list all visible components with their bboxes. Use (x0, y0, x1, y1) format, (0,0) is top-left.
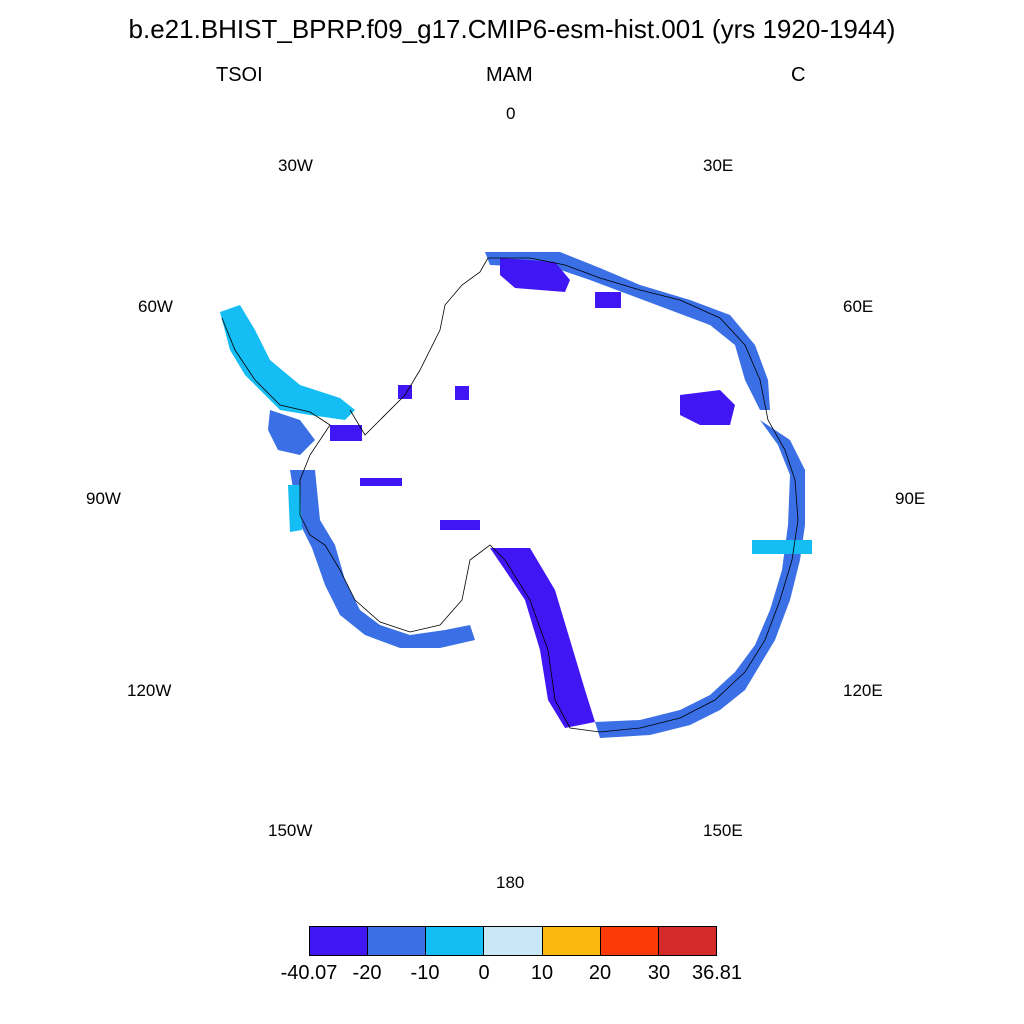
interior-cell (360, 478, 402, 486)
wilkes-coast-cells (595, 420, 805, 738)
ross-cells (490, 548, 595, 728)
variable-label: TSOI (216, 64, 263, 86)
interior-cell (455, 386, 469, 400)
colorbar-tick: -10 (410, 962, 440, 984)
peninsula-base-cells (268, 410, 315, 455)
lon-label-60w: 60W (138, 297, 173, 316)
colorbar-tick: 36.81 (691, 962, 743, 984)
lon-label-180: 180 (496, 873, 525, 892)
colorbar-tick: 10 (530, 962, 554, 984)
west-light-cells (288, 485, 302, 532)
colorbar-segment (426, 927, 485, 955)
lon-label-30e: 30E (703, 156, 734, 175)
colorbar-segment (368, 927, 427, 955)
coast-light-cell (752, 540, 812, 554)
lon-label-150w: 150W (268, 821, 313, 840)
lon-label-150e: 150E (703, 821, 743, 840)
colorbar (309, 926, 717, 956)
colorbar-segment (542, 927, 601, 955)
colorbar-segment (658, 927, 716, 955)
west-coast-cells (290, 470, 475, 648)
dronning-maud-cells (500, 258, 570, 292)
coastline (221, 257, 799, 733)
lon-label-90e: 90E (895, 489, 926, 508)
colorbar-tick: 30 (647, 962, 671, 984)
lon-label-0: 0 (506, 104, 516, 123)
interior-cell (440, 520, 480, 530)
lon-label-120w: 120W (127, 681, 172, 700)
season-label: MAM (486, 64, 533, 86)
lon-label-120e: 120E (843, 681, 883, 700)
colorbar-segment (484, 927, 543, 955)
interior-cell (330, 425, 362, 441)
colorbar-tick: 20 (588, 962, 612, 984)
lon-label-90w: 90W (86, 489, 121, 508)
east-coast-cells (485, 252, 770, 410)
colorbar-segment (600, 927, 659, 955)
lon-label-30w: 30W (278, 156, 313, 175)
peninsula-cells (220, 305, 355, 420)
amery-cells (680, 390, 735, 425)
units-label: C (791, 64, 806, 86)
colorbar-tick: -20 (352, 962, 382, 984)
interior-cell (595, 292, 621, 308)
ice-shelf-cells (220, 252, 812, 738)
plot-title: b.e21.BHIST_BPRP.f09_g17.CMIP6-esm-hist.… (128, 14, 896, 44)
colorbar-segment (310, 927, 369, 955)
colorbar-tick: -40.07 (280, 962, 338, 984)
colorbar-tick: 0 (478, 962, 490, 984)
lon-label-60e: 60E (843, 297, 874, 316)
